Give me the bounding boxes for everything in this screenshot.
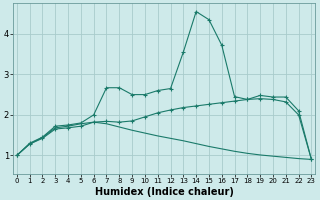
X-axis label: Humidex (Indice chaleur): Humidex (Indice chaleur) [95,187,234,197]
